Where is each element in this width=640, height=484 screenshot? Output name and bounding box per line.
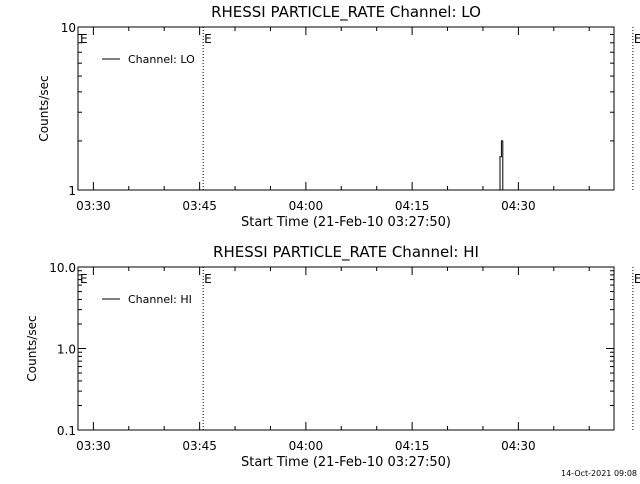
x-tick-label: 04:15 xyxy=(395,199,430,213)
event-marker-label: E xyxy=(80,32,88,46)
chart-panel-1: RHESSI PARTICLE_RATE Channel: LO Start Ti… xyxy=(37,3,640,230)
event-marker-label: E xyxy=(204,272,212,286)
x-tick-label: 04:15 xyxy=(395,439,430,453)
plot-frame xyxy=(77,266,615,431)
x-axis-label: Start Time (21-Feb-10 03:27:50) xyxy=(241,455,451,470)
x-axis-label: Start Time (21-Feb-10 03:27:50) xyxy=(241,215,451,230)
chart-title: RHESSI PARTICLE_RATE Channel: LO xyxy=(211,3,481,22)
legend-label: Channel: HI xyxy=(128,293,192,306)
x-tick-label: 04:30 xyxy=(501,439,536,453)
y-tick-label: 1.0 xyxy=(57,343,76,357)
x-tick-label: 03:30 xyxy=(76,439,111,453)
y-tick-label: 1 xyxy=(68,184,76,198)
x-tick-label: 03:45 xyxy=(182,199,217,213)
x-tick-label: 04:00 xyxy=(289,439,324,453)
x-tick-label: 04:30 xyxy=(501,199,536,213)
y-axis-label: Counts/sec xyxy=(25,315,39,381)
plot-frame xyxy=(77,26,615,191)
x-tick-label: 03:45 xyxy=(182,439,217,453)
event-marker-label: E xyxy=(80,272,88,286)
x-tick-label: 03:30 xyxy=(76,199,111,213)
timestamp: 14-Oct-2021 09:08 xyxy=(561,469,637,478)
series-line-1 xyxy=(499,140,504,190)
event-marker-label: E xyxy=(634,272,640,286)
y-tick-label: 0.1 xyxy=(57,424,76,438)
chart-panel-2: RHESSI PARTICLE_RATE Channel: HI Start Ti… xyxy=(25,243,640,470)
y-axis-label: Counts/sec xyxy=(37,75,51,141)
y-tick-label: 10.0 xyxy=(49,261,76,275)
event-marker-label: E xyxy=(634,32,640,46)
event-marker-label: E xyxy=(204,32,212,46)
x-tick-label: 04:00 xyxy=(289,199,324,213)
chart-title: RHESSI PARTICLE_RATE Channel: HI xyxy=(213,243,479,262)
legend-label: Channel: LO xyxy=(128,53,195,66)
y-tick-label: 10 xyxy=(61,21,76,35)
